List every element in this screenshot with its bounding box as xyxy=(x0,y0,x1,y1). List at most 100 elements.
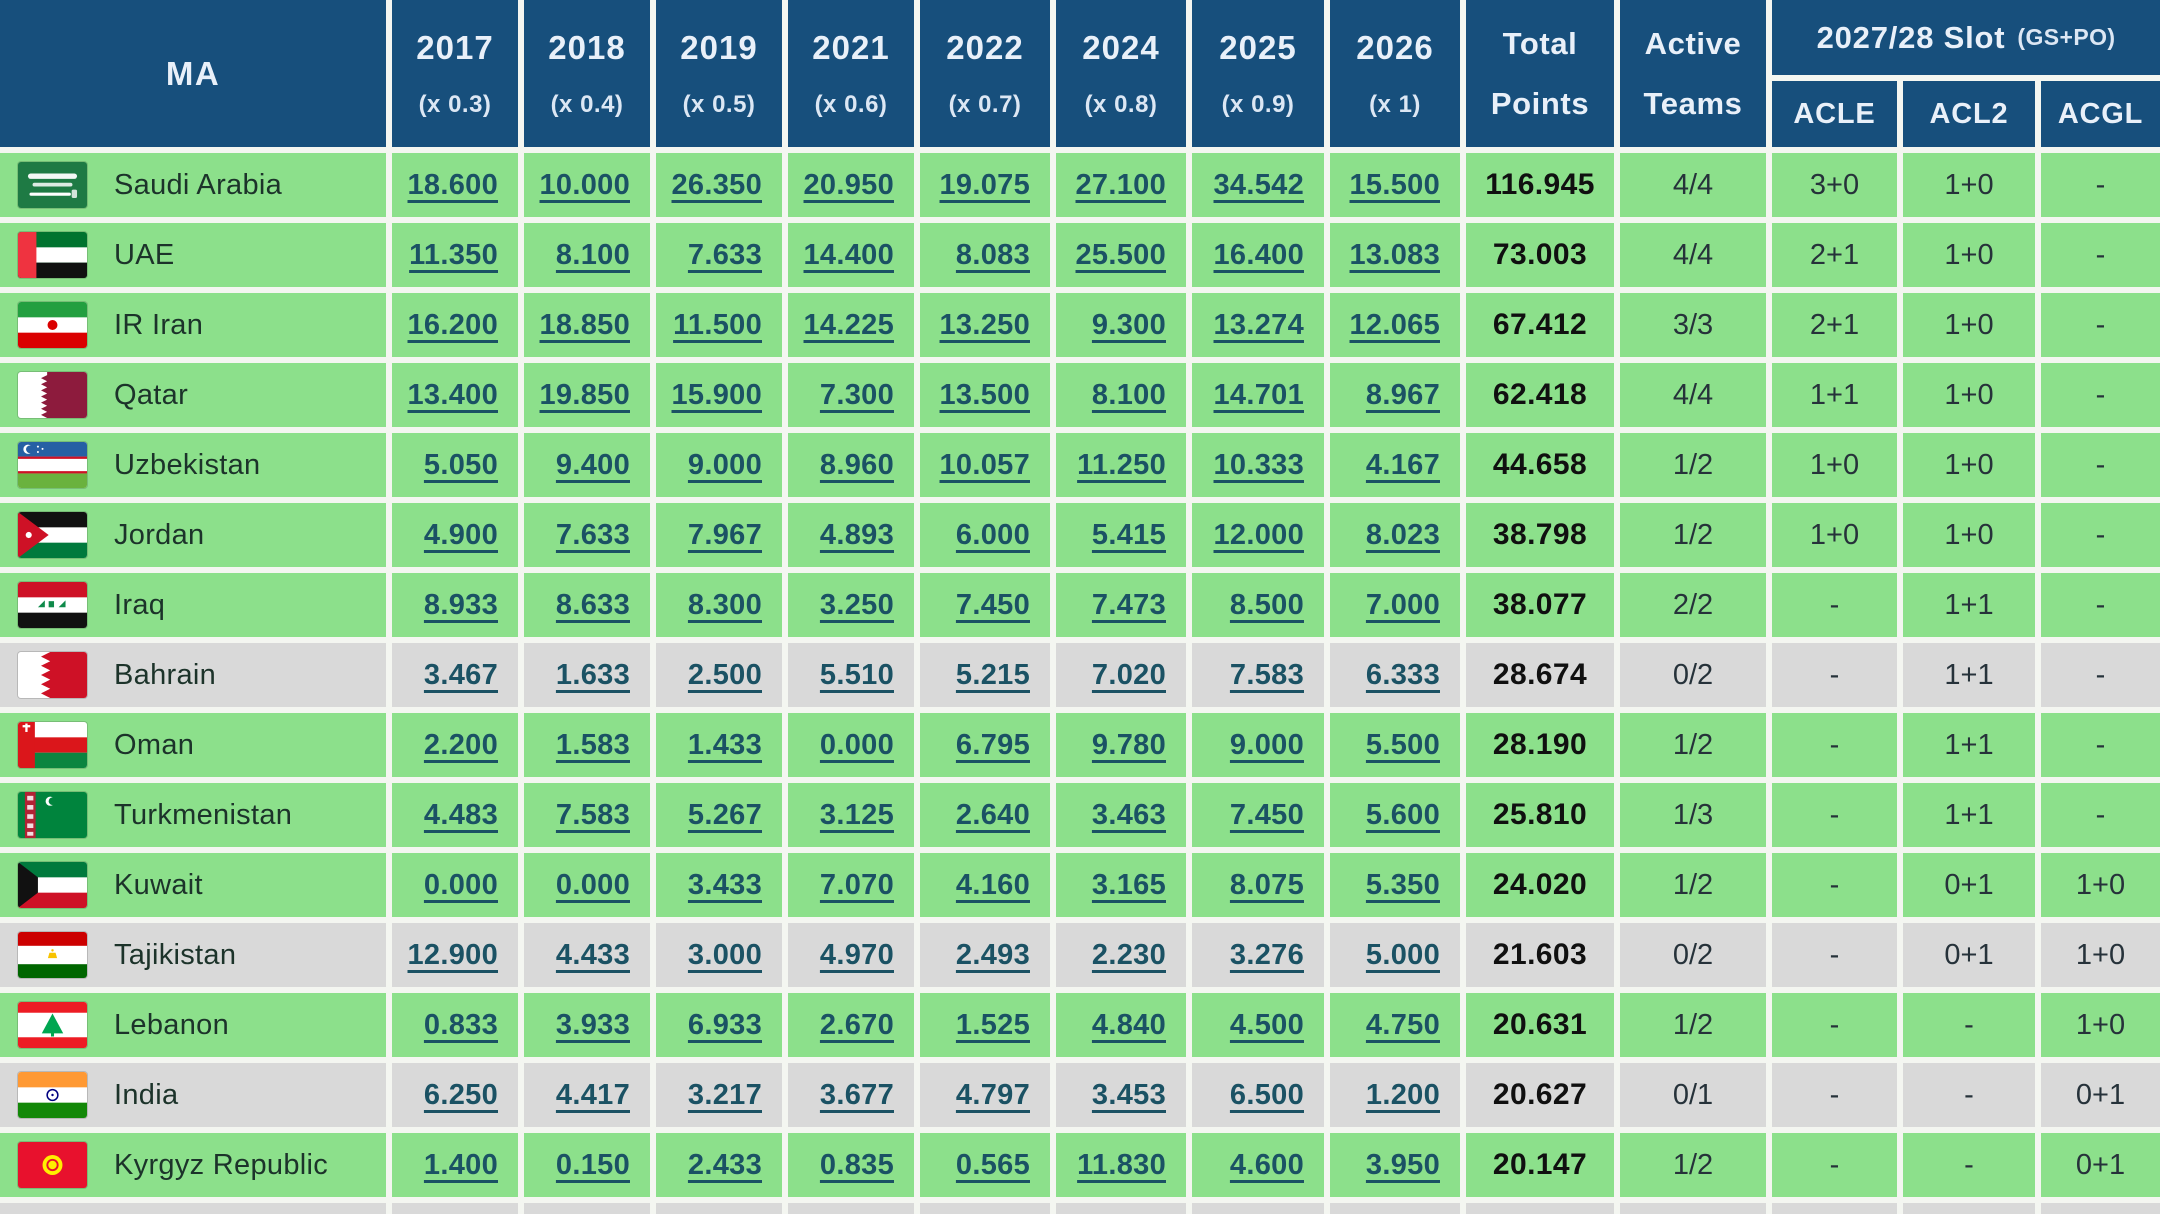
year-points-link[interactable]: 3.433 xyxy=(687,868,762,901)
year-points-link[interactable]: 12.000 xyxy=(1213,518,1304,551)
year-points-link[interactable]: 11.500 xyxy=(673,308,762,341)
year-points-link[interactable]: 2.200 xyxy=(423,728,498,761)
year-points-link[interactable]: 5.050 xyxy=(423,448,498,481)
year-points-link[interactable]: 3.000 xyxy=(687,938,762,971)
year-points-link[interactable]: 2.230 xyxy=(1091,938,1166,971)
year-points-link[interactable]: 8.023 xyxy=(1365,518,1440,551)
year-points-link[interactable]: 13.400 xyxy=(407,378,498,411)
year-points-link[interactable]: 15.500 xyxy=(1349,168,1440,201)
year-points-link[interactable]: 8.100 xyxy=(555,238,630,271)
year-points-link[interactable]: 7.583 xyxy=(1229,658,1304,691)
year-points-link[interactable]: 4.167 xyxy=(1365,448,1440,481)
year-points-link[interactable]: 13.500 xyxy=(939,378,1030,411)
year-points-link[interactable]: 19.850 xyxy=(539,378,630,411)
year-points-link[interactable]: 1.525 xyxy=(955,1008,1030,1041)
year-points-link[interactable]: 7.070 xyxy=(819,868,894,901)
year-points-link[interactable]: 12.900 xyxy=(407,938,498,971)
year-points-link[interactable]: 8.500 xyxy=(1229,588,1304,621)
year-points-link[interactable]: 9.300 xyxy=(1091,308,1166,341)
year-points-link[interactable]: 11.350 xyxy=(409,238,498,271)
year-points-link[interactable]: 7.450 xyxy=(1229,798,1304,831)
year-points-link[interactable]: 26.350 xyxy=(671,168,762,201)
year-points-link[interactable]: 8.633 xyxy=(555,588,630,621)
year-points-link[interactable]: 4.160 xyxy=(955,868,1030,901)
year-points-link[interactable]: 7.473 xyxy=(1091,588,1166,621)
year-points-link[interactable]: 4.600 xyxy=(1229,1148,1304,1181)
year-points-link[interactable]: 12.065 xyxy=(1349,308,1440,341)
year-points-link[interactable]: 3.125 xyxy=(819,798,894,831)
year-points-link[interactable]: 4.417 xyxy=(555,1078,630,1111)
year-points-link[interactable]: 16.400 xyxy=(1213,238,1304,271)
year-points-link[interactable]: 15.900 xyxy=(671,378,762,411)
year-points-link[interactable]: 4.500 xyxy=(1229,1008,1304,1041)
year-points-link[interactable]: 5.600 xyxy=(1365,798,1440,831)
year-points-link[interactable]: 3.463 xyxy=(1091,798,1166,831)
year-points-link[interactable]: 3.950 xyxy=(1365,1148,1440,1181)
year-points-link[interactable]: 8.960 xyxy=(819,448,894,481)
year-points-link[interactable]: 5.500 xyxy=(1365,728,1440,761)
year-points-link[interactable]: 2.433 xyxy=(687,1148,762,1181)
year-points-link[interactable]: 5.415 xyxy=(1091,518,1166,551)
year-points-link[interactable]: 18.600 xyxy=(407,168,498,201)
year-points-link[interactable]: 0.835 xyxy=(819,1148,894,1181)
year-points-link[interactable]: 5.350 xyxy=(1365,868,1440,901)
year-points-link[interactable]: 5.510 xyxy=(819,658,894,691)
year-points-link[interactable]: 4.900 xyxy=(423,518,498,551)
year-points-link[interactable]: 7.000 xyxy=(1365,588,1440,621)
year-points-link[interactable]: 4.797 xyxy=(955,1078,1030,1111)
year-points-link[interactable]: 6.333 xyxy=(1365,658,1440,691)
year-points-link[interactable]: 0.000 xyxy=(555,868,630,901)
year-points-link[interactable]: 8.083 xyxy=(955,238,1030,271)
year-points-link[interactable]: 7.450 xyxy=(955,588,1030,621)
year-points-link[interactable]: 6.250 xyxy=(423,1078,498,1111)
year-points-link[interactable]: 3.217 xyxy=(687,1078,762,1111)
year-points-link[interactable]: 2.670 xyxy=(819,1008,894,1041)
year-points-link[interactable]: 1.200 xyxy=(1365,1078,1440,1111)
year-points-link[interactable]: 11.830 xyxy=(1077,1148,1166,1181)
year-points-link[interactable]: 14.225 xyxy=(803,308,894,341)
year-points-link[interactable]: 10.333 xyxy=(1213,448,1304,481)
year-points-link[interactable]: 4.750 xyxy=(1365,1008,1440,1041)
year-points-link[interactable]: 3.165 xyxy=(1091,868,1166,901)
year-points-link[interactable]: 1.400 xyxy=(423,1148,498,1181)
year-points-link[interactable]: 4.970 xyxy=(819,938,894,971)
year-points-link[interactable]: 7.967 xyxy=(687,518,762,551)
year-points-link[interactable]: 3.453 xyxy=(1091,1078,1166,1111)
year-points-link[interactable]: 19.075 xyxy=(939,168,1030,201)
year-points-link[interactable]: 7.020 xyxy=(1091,658,1166,691)
year-points-link[interactable]: 25.500 xyxy=(1075,238,1166,271)
year-points-link[interactable]: 8.967 xyxy=(1365,378,1440,411)
year-points-link[interactable]: 34.542 xyxy=(1213,168,1304,201)
year-points-link[interactable]: 9.780 xyxy=(1091,728,1166,761)
year-points-link[interactable]: 0.565 xyxy=(955,1148,1030,1181)
year-points-link[interactable]: 9.400 xyxy=(555,448,630,481)
year-points-link[interactable]: 1.583 xyxy=(555,728,630,761)
year-points-link[interactable]: 7.300 xyxy=(819,378,894,411)
year-points-link[interactable]: 2.500 xyxy=(687,658,762,691)
year-points-link[interactable]: 10.057 xyxy=(939,448,1030,481)
year-points-link[interactable]: 5.267 xyxy=(687,798,762,831)
year-points-link[interactable]: 10.000 xyxy=(539,168,630,201)
year-points-link[interactable]: 0.000 xyxy=(423,868,498,901)
year-points-link[interactable]: 0.833 xyxy=(423,1008,498,1041)
year-points-link[interactable]: 7.583 xyxy=(555,798,630,831)
year-points-link[interactable]: 8.100 xyxy=(1091,378,1166,411)
year-points-link[interactable]: 4.483 xyxy=(423,798,498,831)
year-points-link[interactable]: 3.276 xyxy=(1229,938,1304,971)
year-points-link[interactable]: 8.075 xyxy=(1229,868,1304,901)
year-points-link[interactable]: 8.933 xyxy=(423,588,498,621)
year-points-link[interactable]: 2.493 xyxy=(955,938,1030,971)
year-points-link[interactable]: 4.840 xyxy=(1091,1008,1166,1041)
year-points-link[interactable]: 3.677 xyxy=(819,1078,894,1111)
year-points-link[interactable]: 1.633 xyxy=(555,658,630,691)
year-points-link[interactable]: 13.250 xyxy=(939,308,1030,341)
year-points-link[interactable]: 6.933 xyxy=(687,1008,762,1041)
year-points-link[interactable]: 27.100 xyxy=(1075,168,1166,201)
year-points-link[interactable]: 9.000 xyxy=(687,448,762,481)
year-points-link[interactable]: 3.933 xyxy=(555,1008,630,1041)
year-points-link[interactable]: 6.500 xyxy=(1229,1078,1304,1111)
year-points-link[interactable]: 1.433 xyxy=(687,728,762,761)
year-points-link[interactable]: 4.433 xyxy=(555,938,630,971)
year-points-link[interactable]: 9.000 xyxy=(1229,728,1304,761)
year-points-link[interactable]: 4.893 xyxy=(819,518,894,551)
